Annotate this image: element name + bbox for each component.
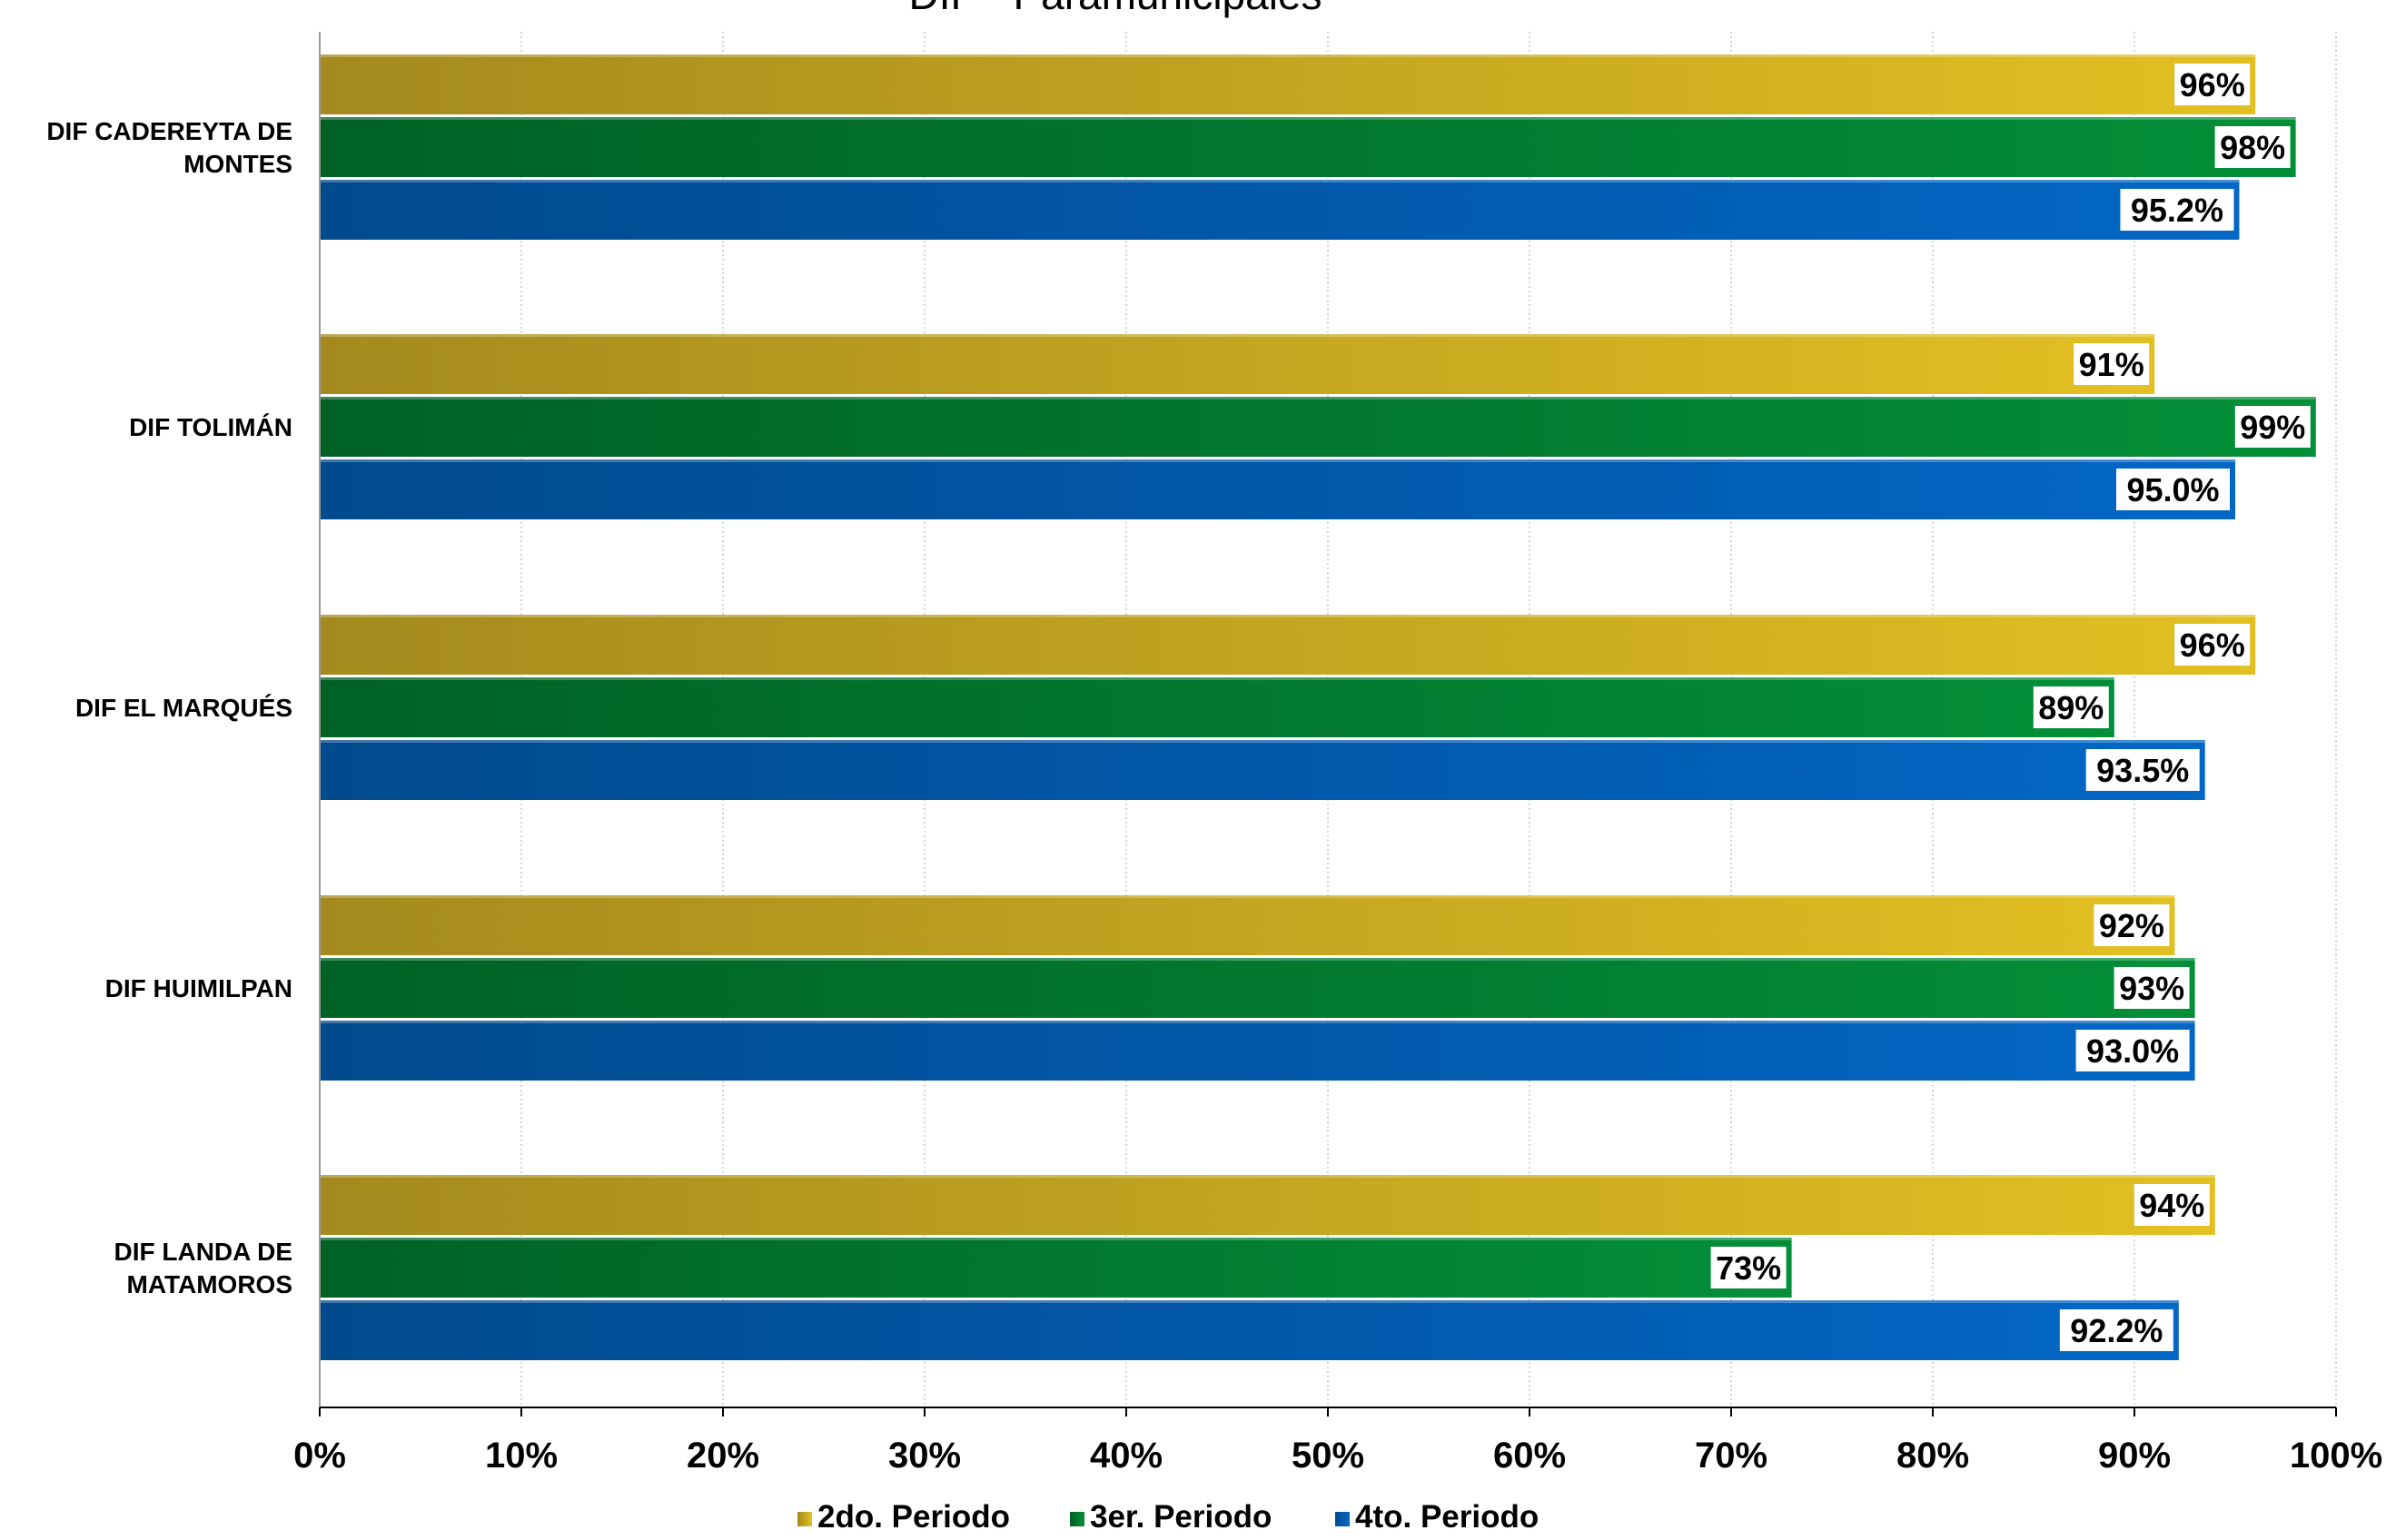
data-label-box	[2033, 686, 2109, 728]
data-label: 89%	[2038, 689, 2104, 726]
data-label: 94%	[2139, 1187, 2204, 1224]
data-label: 96%	[2180, 627, 2245, 664]
data-label-box	[2174, 64, 2251, 105]
data-label: 73%	[1716, 1249, 1781, 1287]
legend-label: 4to. Periodo	[1355, 1499, 1539, 1535]
data-label-box	[2085, 749, 2200, 791]
data-label-box	[2116, 469, 2230, 510]
legend-swatch	[1335, 1512, 1350, 1526]
category-label: DIF HUIMILPAN	[105, 974, 292, 1002]
legend-label: 3er. Periodo	[1090, 1499, 1272, 1535]
x-tick-label: 60%	[1493, 1436, 1566, 1476]
bar	[320, 895, 2175, 955]
axes: DIF CADEREYTA DE MONTES DIF TOLIMÁN DIF EL …	[46, 32, 2382, 1476]
bar	[320, 615, 2256, 675]
bar	[320, 459, 2235, 519]
data-label-box	[2120, 189, 2234, 231]
data-label-box	[2134, 1184, 2210, 1226]
data-label: 92%	[2099, 907, 2164, 944]
legend-swatch	[797, 1512, 812, 1526]
x-tick-label: 70%	[1695, 1436, 1767, 1476]
bar	[320, 677, 2114, 737]
category-label: DIF EL MARQUÉS	[75, 694, 292, 722]
data-label: 92.2%	[2070, 1312, 2163, 1349]
data-label: 93.0%	[2086, 1032, 2179, 1070]
x-tick-label: 80%	[1896, 1436, 1969, 1476]
data-label-box	[2114, 967, 2190, 1009]
data-label-box	[2059, 1309, 2173, 1351]
data-label-box	[2075, 1030, 2190, 1071]
data-label: 98%	[2220, 129, 2285, 166]
data-label-box	[2234, 406, 2311, 448]
data-label: 99%	[2240, 409, 2305, 446]
data-label-box	[1710, 1247, 1787, 1288]
chart-title: DIF - Paramunicipales	[908, 0, 1322, 18]
data-label-box	[2094, 904, 2170, 946]
legend-label: 2do. Periodo	[817, 1499, 1010, 1535]
bar	[320, 117, 2296, 177]
data-label: 96%	[2180, 66, 2245, 104]
x-tick-label: 100%	[2290, 1436, 2382, 1476]
data-label-box	[2174, 624, 2251, 666]
x-tick-label: 90%	[2098, 1436, 2171, 1476]
category-label: DIF LANDA DE MATAMOROS	[114, 1238, 292, 1298]
bar	[320, 1300, 2179, 1360]
bar	[320, 1021, 2195, 1081]
data-label: 93%	[2119, 970, 2184, 1007]
legend: 2do. Periodo 3er. Periodo 4to. Periodo	[797, 1499, 1539, 1535]
bar	[320, 1238, 1792, 1298]
legend-swatch	[1070, 1512, 1084, 1526]
bar	[320, 1175, 2215, 1235]
data-label: 91%	[2079, 346, 2144, 383]
data-label: 93.5%	[2096, 752, 2189, 789]
x-tick-label: 10%	[485, 1436, 558, 1476]
category-label: DIF TOLIMÁN	[129, 413, 292, 441]
x-tick-label: 50%	[1292, 1436, 1364, 1476]
bar	[320, 740, 2205, 800]
bar	[320, 180, 2240, 240]
data-label: 95.0%	[2126, 471, 2219, 508]
bars: 96% 98% 95.2% 91% 99% 95.0% 96% 89% 93.5% 92% 93% 9…	[320, 54, 2316, 1360]
data-label-box	[2074, 343, 2150, 385]
x-tick-label: 20%	[687, 1436, 759, 1476]
x-tick-label: 0%	[293, 1436, 346, 1476]
category-label: DIF CADEREYTA DE MONTES	[46, 117, 292, 178]
x-tick-label: 30%	[888, 1436, 961, 1476]
bar	[320, 958, 2195, 1018]
x-tick-label: 40%	[1090, 1436, 1163, 1476]
bar	[320, 334, 2155, 394]
bar	[320, 397, 2316, 457]
data-label-box	[2214, 126, 2291, 168]
bar	[320, 54, 2256, 114]
data-label: 95.2%	[2131, 192, 2223, 229]
